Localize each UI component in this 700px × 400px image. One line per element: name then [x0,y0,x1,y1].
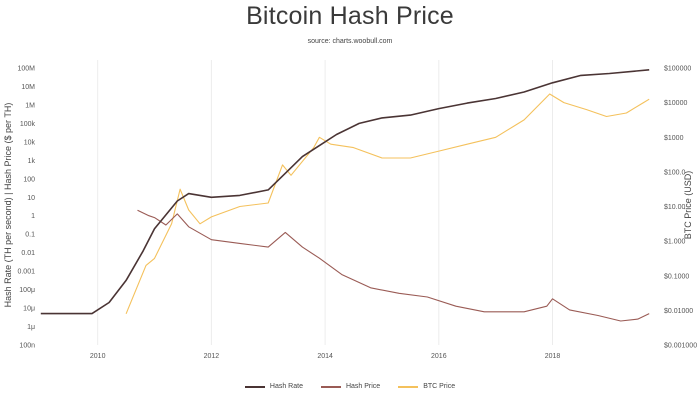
left-tick-15: 100n [19,343,35,350]
left-axis-ticks: 100M 10M 1M 100k 10k 1k 100 10 1 0.1 0.01 0.001 100μ… [17,66,35,350]
left-axis-title: Hash Rate (TH per second) | Hash Price (… [3,103,13,308]
legend-label-btc-price: BTC Price [423,383,456,390]
left-tick-1: 10M [21,84,35,91]
right-axis-title: BTC Price (USD) [683,171,693,240]
left-tick-3: 100k [20,121,36,128]
left-tick-4: 10k [24,139,36,146]
legend-item-hash-rate[interactable]: Hash Rate [244,383,303,390]
legend-label-hash-price: Hash Price [345,383,381,390]
right-axis-ticks: $100000 $10000 $1000 $100.0 $10.00 $1.000 $0.1… [664,66,697,350]
legend-label-hash-rate: Hash Rate [269,383,303,390]
left-tick-13: 10μ [23,306,35,313]
x-axis-ticks: 2010 2012 2014 2016 2018 [90,353,560,360]
right-tick-6: $0.1000 [664,273,689,280]
left-tick-6: 100 [23,176,35,183]
left-tick-12: 100μ [19,287,35,294]
left-tick-2: 1M [25,102,35,109]
left-tick-10: 0.01 [21,250,35,257]
x-tick-2010: 2010 [90,353,106,360]
legend-item-btc-price[interactable]: BTC Price [398,383,455,390]
x-tick-2018: 2018 [545,353,561,360]
right-tick-4: $10.00 [664,204,686,211]
left-tick-8: 1 [31,213,35,220]
x-tick-2012: 2012 [204,353,220,360]
left-tick-0: 100M [17,66,35,73]
left-tick-5: 1k [28,158,36,165]
chart-subtitle: source: charts.woobull.com [307,38,393,45]
right-tick-3: $100.0 [664,169,686,176]
series-lines [40,69,650,322]
x-tick-2014: 2014 [317,353,333,360]
series-hash-rate [40,69,650,315]
right-tick-8: $0.001000 [664,343,697,350]
series-hash-price [137,209,650,322]
legend-swatch-btc-price [398,385,419,388]
left-tick-7: 10 [27,195,35,202]
series-btc-price [125,93,650,315]
vertical-grid [97,60,554,345]
right-tick-0: $100000 [664,66,691,73]
left-tick-11: 0.001 [17,269,35,276]
left-tick-9: 0.1 [25,232,35,239]
right-tick-7: $0.01000 [664,308,693,315]
x-tick-2016: 2016 [431,353,447,360]
right-tick-5: $1.000 [664,239,686,246]
right-tick-1: $10000 [664,100,687,107]
right-tick-2: $1000 [664,135,684,142]
legend-swatch-hash-rate [244,385,265,388]
chart-title: Bitcoin Hash Price [246,2,454,30]
legend: Hash Rate Hash Price BTC Price [0,383,700,390]
legend-item-hash-price[interactable]: Hash Price [320,383,381,390]
legend-swatch-hash-price [320,385,341,388]
left-tick-14: 1μ [27,324,35,331]
